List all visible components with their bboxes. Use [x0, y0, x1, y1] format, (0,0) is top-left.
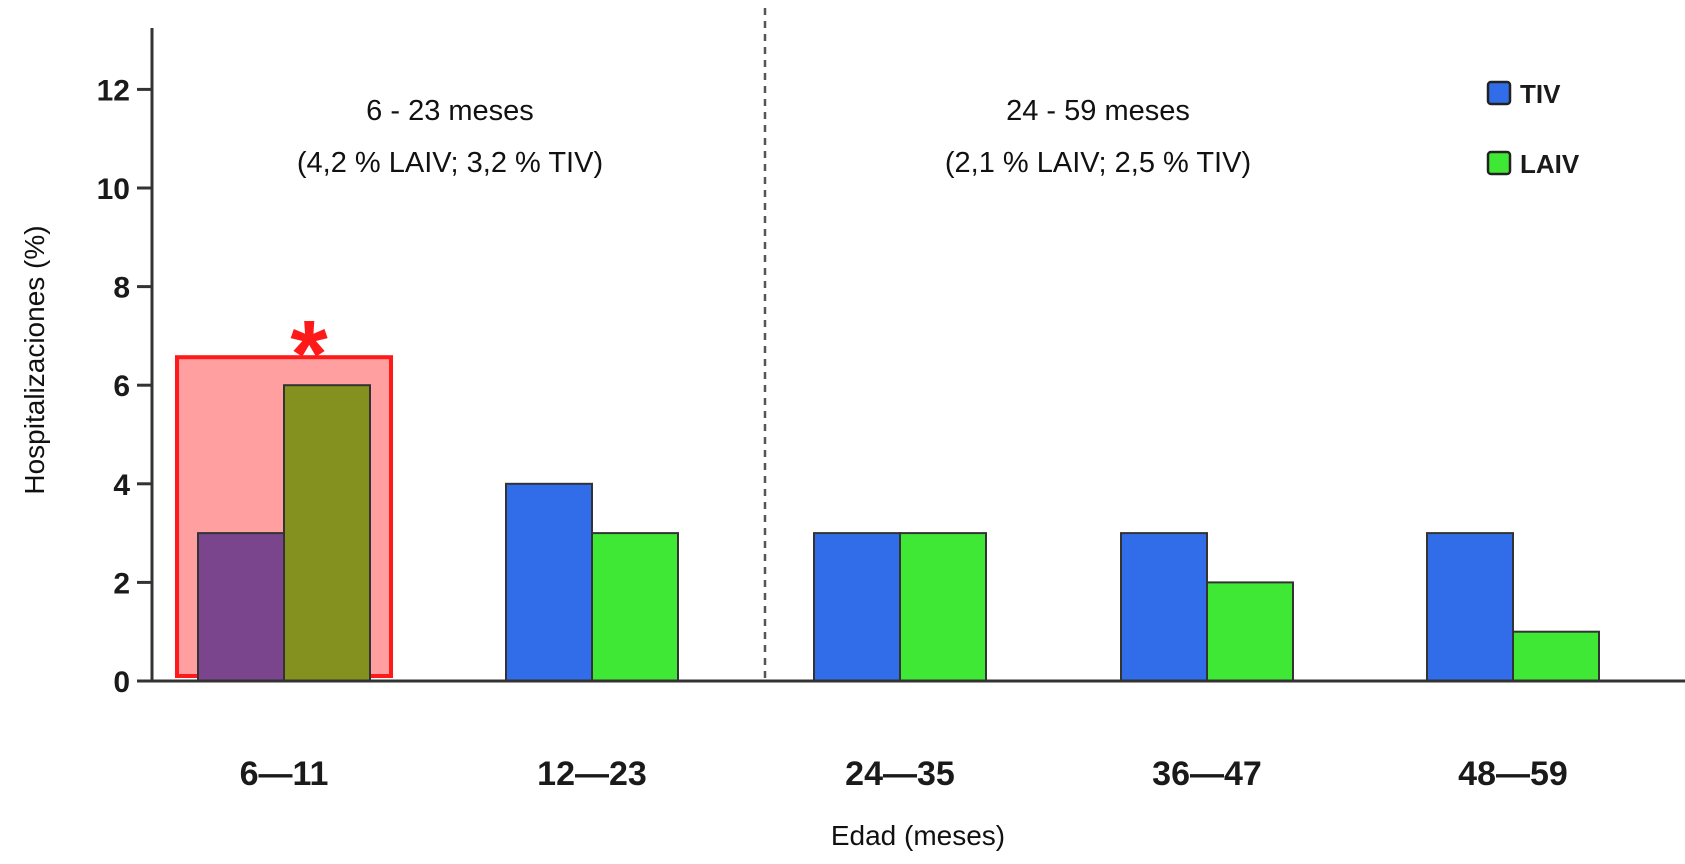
annotation-6-23-title: 6 - 23 meses	[366, 95, 534, 127]
legend-swatch-laiv	[1486, 150, 1512, 176]
y-tick-label: 0	[113, 666, 130, 699]
y-tick-label: 12	[97, 74, 130, 107]
y-tick-label: 4	[113, 469, 130, 502]
significance-asterisk: *	[290, 301, 328, 408]
bar-laiv-6—11	[283, 384, 371, 682]
legend-label-laiv: LAIV	[1520, 149, 1580, 179]
annotation-24-59-title: 24 - 59 meses	[1006, 95, 1190, 127]
x-category-label: 6—11	[240, 755, 329, 793]
bar-tiv-36—47	[1120, 532, 1208, 682]
y-tick-label: 10	[97, 173, 130, 206]
bar-tiv-48—59	[1426, 532, 1514, 682]
legend: TIV LAIV	[1486, 79, 1580, 179]
y-tick-label: 2	[113, 567, 130, 600]
bar-tiv-12—23	[505, 482, 593, 682]
x-category-label: 48—59	[1458, 755, 1568, 793]
x-category-label: 12—23	[537, 755, 647, 793]
x-axis-title: Edad (meses)	[831, 820, 1005, 851]
bar-tiv-24—35	[813, 532, 901, 682]
bar-laiv-36—47	[1206, 581, 1294, 683]
bar-laiv-48—59	[1512, 630, 1600, 683]
annotation-24-59-detail: (2,1 % LAIV; 2,5 % TIV)	[945, 147, 1251, 179]
bar-laiv-24—35	[899, 532, 987, 682]
annotation-6-23-detail: (4,2 % LAIV; 3,2 % TIV)	[297, 147, 603, 179]
legend-label-tiv: TIV	[1520, 79, 1561, 109]
y-tick-label: 6	[113, 370, 130, 403]
bar-tiv-6—11	[197, 532, 285, 682]
y-axis-title: Hospitalizaciones (%)	[19, 225, 50, 494]
x-category-label: 36—47	[1152, 755, 1262, 793]
legend-swatch-tiv	[1486, 80, 1512, 106]
x-category-label: 24—35	[845, 755, 955, 793]
y-tick-label: 8	[113, 272, 130, 305]
bar-laiv-12—23	[591, 532, 679, 682]
